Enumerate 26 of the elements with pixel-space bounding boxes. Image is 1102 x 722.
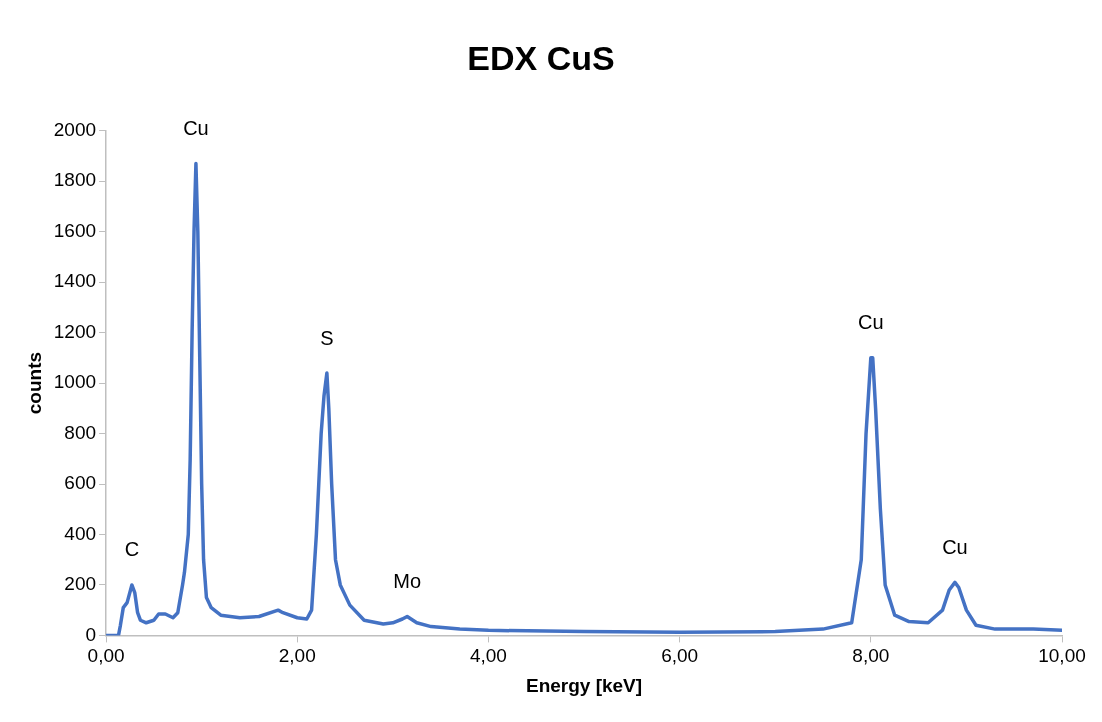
x-tick-label: 8,00 [852,645,890,667]
y-tick-label: 0 [85,623,97,645]
y-tick-label: 1200 [53,320,97,342]
x-tick-label: 0,00 [87,645,125,667]
annotation: Cu [858,311,884,334]
y-tick-label: 200 [64,573,97,595]
annotation: C [124,538,140,561]
annotation: S [320,326,334,349]
y-tick-label: 1000 [53,371,97,393]
y-tick-label: 600 [64,472,97,494]
y-tick-label: 400 [64,522,97,544]
annotation: Mo [393,569,422,592]
y-tick-label: 1600 [53,219,97,241]
x-tick-label: 6,00 [661,645,699,667]
x-tick-label: 4,00 [469,645,507,667]
annotation: Cu [942,535,968,558]
y-tick-label: 2000 [53,119,97,141]
y-tick-label: 800 [64,421,97,443]
x-axis-title: Energy [keV] [525,674,643,696]
chart-title: EDX CuS [467,38,615,77]
y-tick-label: 1800 [53,169,97,191]
annotation: Cu [183,117,209,140]
x-tick-label: 2,00 [278,645,316,667]
x-tick-label: 10,00 [1038,645,1086,667]
y-axis-title: counts [23,351,45,415]
y-tick-label: 1400 [53,270,97,292]
